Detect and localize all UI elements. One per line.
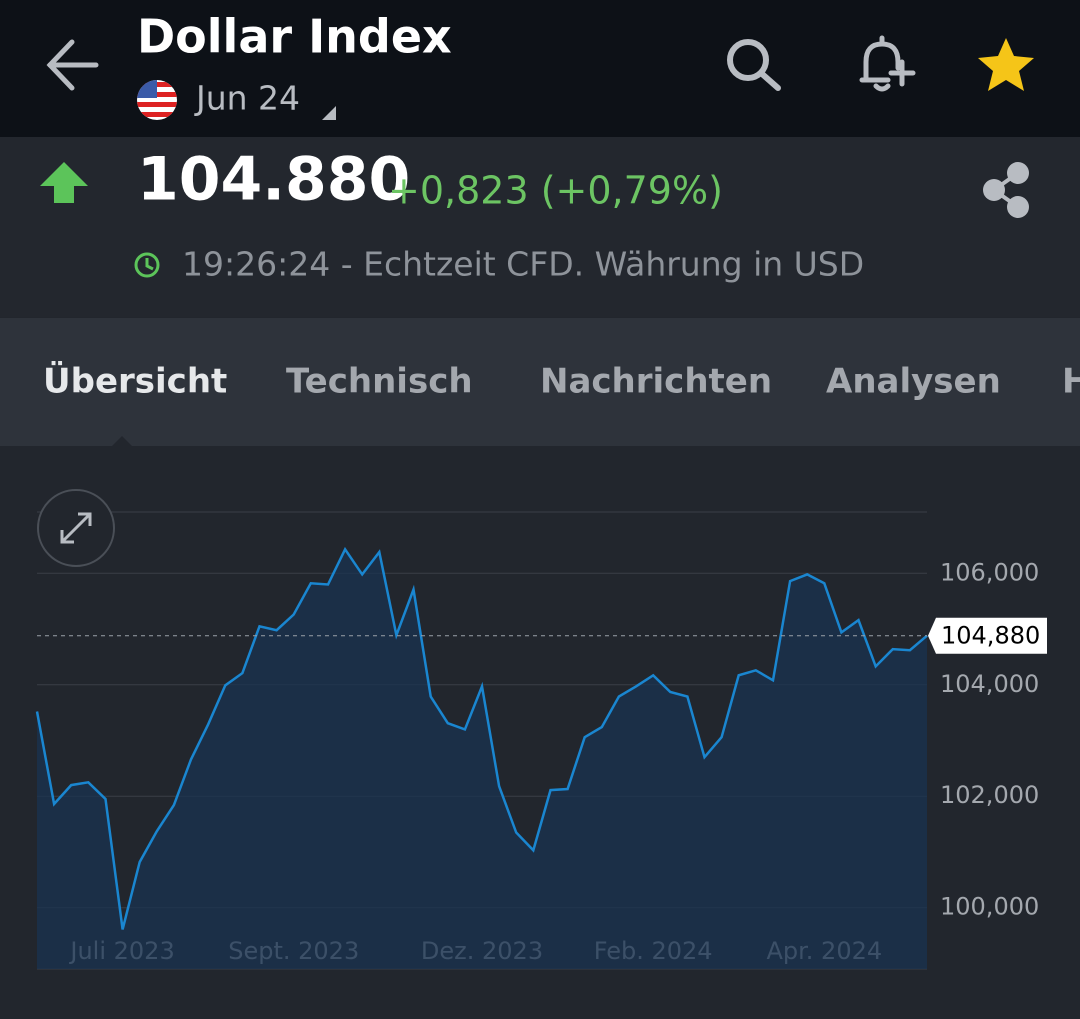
clock-icon <box>134 252 160 278</box>
up-arrow <box>40 162 88 203</box>
tab-bar <box>0 318 1080 446</box>
tab[interactable]: H <box>1062 362 1080 402</box>
expand-button[interactable] <box>37 489 115 567</box>
alert-button[interactable] <box>859 35 916 92</box>
search-button[interactable] <box>727 39 781 91</box>
price-change: +0,823 (+0,79%) <box>388 169 723 213</box>
contract-month[interactable]: Jun 24 <box>194 79 300 118</box>
y-tick-label: 104,000 <box>940 670 1039 698</box>
quote-panel <box>0 137 1080 317</box>
share-button[interactable] <box>983 162 1029 218</box>
price-line <box>35 546 928 930</box>
tab-indicator <box>112 436 132 446</box>
area-fill <box>37 549 927 969</box>
y-tick-label: 106,000 <box>940 558 1039 586</box>
dropdown-caret <box>322 106 336 120</box>
favorite-button[interactable] <box>978 38 1034 91</box>
status-line: 19:26:24 - Echtzeit CFD. Währung in USD <box>182 245 864 284</box>
y-tick-label: 102,000 <box>940 781 1039 809</box>
flag <box>137 80 177 120</box>
tab[interactable]: Übersicht <box>43 361 227 402</box>
tab[interactable]: Technisch <box>286 362 473 402</box>
tab[interactable]: Nachrichten <box>540 362 772 402</box>
last-value-label: 104,880 <box>941 622 1040 650</box>
last-value-box <box>928 617 1047 654</box>
tab[interactable]: Analysen <box>826 362 1001 402</box>
title: Dollar Index <box>137 10 452 64</box>
back-button[interactable] <box>46 39 99 91</box>
price: 104.880 <box>137 145 410 215</box>
y-tick-label: 100,000 <box>940 893 1039 921</box>
